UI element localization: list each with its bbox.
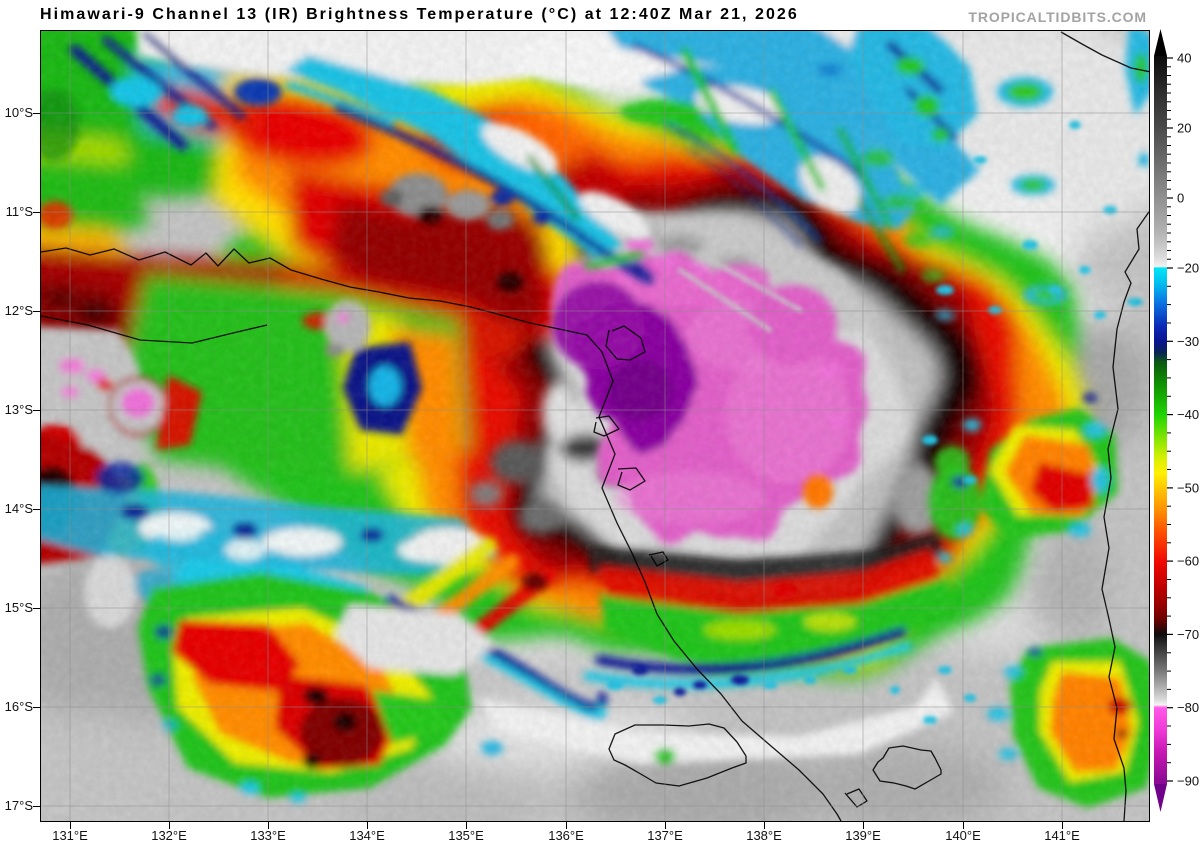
svg-text:0: 0 xyxy=(1177,191,1184,206)
svg-text:−80: −80 xyxy=(1177,700,1199,715)
svg-text:−70: −70 xyxy=(1177,627,1199,642)
svg-text:−20: −20 xyxy=(1177,261,1199,276)
svg-text:−60: −60 xyxy=(1177,554,1199,569)
svg-text:−40: −40 xyxy=(1177,407,1199,422)
svg-text:−50: −50 xyxy=(1177,480,1199,495)
svg-text:20: 20 xyxy=(1177,121,1191,136)
svg-text:40: 40 xyxy=(1177,51,1191,66)
svg-text:−90: −90 xyxy=(1177,774,1199,789)
svg-text:−30: −30 xyxy=(1177,334,1199,349)
